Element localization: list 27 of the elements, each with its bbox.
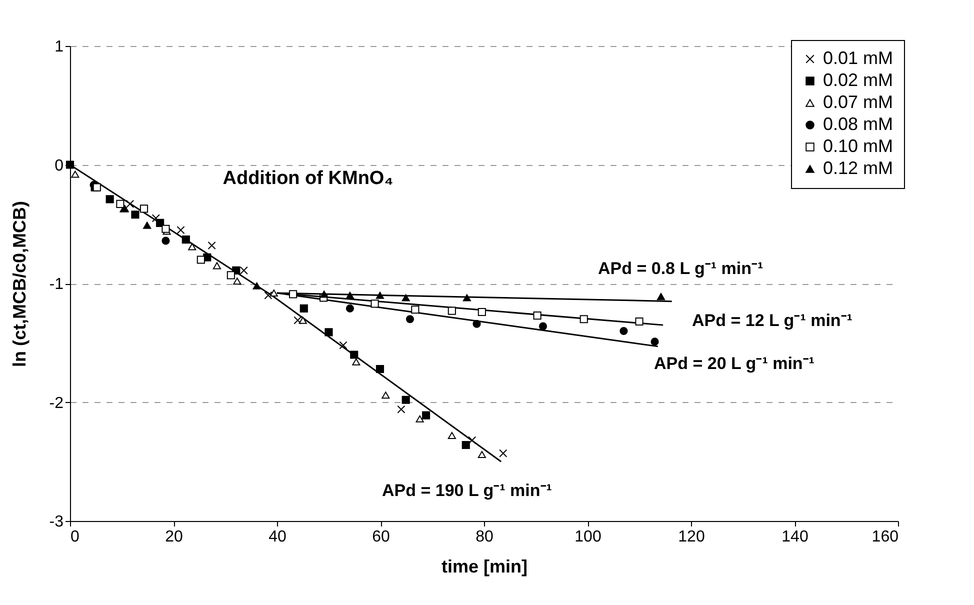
annotation: APd = 12 L g⁻¹ min⁻¹ xyxy=(692,311,853,330)
x-tick-label: 100 xyxy=(574,528,602,546)
y-tick-label: -3 xyxy=(49,514,64,530)
x-tick-label: 60 xyxy=(372,528,390,546)
annotation: Addition of KMnO₄ xyxy=(222,168,394,189)
x-tick-label: 40 xyxy=(268,528,286,546)
x-tick-label: 0 xyxy=(70,528,80,546)
legend-label: 0.07 mM xyxy=(823,92,894,112)
y-tick-label: 0 xyxy=(54,157,64,174)
x-tick-label: 20 xyxy=(165,528,183,546)
y-axis-title: ln (ct,MCB/c0,MCB) xyxy=(9,200,30,367)
legend-label: 0.02 mM xyxy=(823,70,894,90)
legend-label: 0.01 mM xyxy=(823,48,894,68)
legend-label: 0.08 mM xyxy=(823,114,894,134)
annotation: APd = 20 L g⁻¹ min⁻¹ xyxy=(654,354,815,373)
y-tick-label: 1 xyxy=(54,38,64,56)
annotation: APd = 190 L g⁻¹ min⁻¹ xyxy=(382,481,552,500)
x-tick-label: 120 xyxy=(678,528,705,546)
legend-label: 0.12 mM xyxy=(823,158,894,178)
x-axis-title: time [min] xyxy=(441,556,528,576)
x-tick-label: 80 xyxy=(476,528,494,546)
x-tick-label: 160 xyxy=(872,528,899,546)
x-tick-label: 140 xyxy=(782,528,808,546)
legend-label: 0.10 mM xyxy=(823,136,894,156)
annotation: APd = 0.8 L g⁻¹ min⁻¹ xyxy=(598,259,764,278)
y-tick-label: -1 xyxy=(49,276,64,293)
y-tick-label: -2 xyxy=(49,394,64,412)
